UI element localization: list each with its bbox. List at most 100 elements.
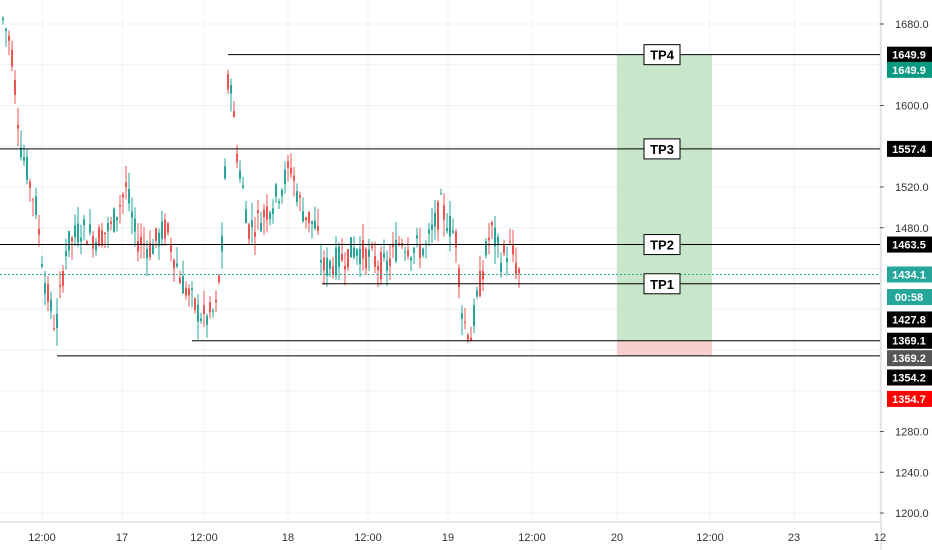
candle-body	[56, 313, 58, 329]
candle-body	[317, 226, 319, 231]
candle-body	[65, 251, 67, 257]
tp-label-box	[643, 138, 681, 160]
candle-body	[395, 239, 397, 262]
candle-body	[260, 222, 262, 232]
candle-body	[53, 328, 55, 330]
candle-body	[230, 84, 232, 94]
candle-body	[158, 232, 160, 247]
y-tick-label: 1200.0	[895, 508, 929, 520]
tp-label-tp3: TP3	[650, 142, 674, 157]
price-tag	[887, 236, 932, 253]
x-tick-label: 12:00	[354, 532, 382, 544]
candle-body	[515, 262, 517, 274]
y-tick-label: 1280.0	[895, 427, 929, 439]
y-tick-label: 1680.0	[895, 19, 929, 31]
candle-body	[467, 334, 469, 340]
candle-body	[122, 194, 124, 198]
candle-body	[338, 246, 340, 267]
candle-body	[287, 161, 289, 168]
candle-body	[116, 217, 118, 221]
candle-body	[386, 260, 388, 271]
price-tag	[887, 46, 932, 63]
x-tick-label: 12:00	[696, 532, 724, 544]
candle-body	[323, 257, 325, 271]
price-tag-label: 1354.7	[892, 394, 926, 406]
candle-body	[422, 248, 424, 256]
candle-body	[407, 249, 409, 257]
candle-body	[146, 249, 148, 259]
candle-body	[362, 240, 364, 259]
candle-body	[224, 166, 226, 179]
price-tag-label: 1427.8	[892, 314, 926, 326]
candle-body	[488, 237, 490, 241]
price-tag-label: 1649.9	[892, 50, 926, 62]
candle-body	[218, 275, 220, 282]
candle-body	[341, 253, 343, 261]
candle-body	[89, 224, 91, 233]
tp-label-tp2: TP2	[650, 238, 674, 253]
stop-zone	[617, 340, 712, 356]
y-tick-label: 1240.0	[895, 467, 929, 479]
candle-body	[458, 268, 460, 288]
candle-body	[512, 244, 514, 255]
candle-body	[368, 249, 370, 257]
candle-body	[233, 111, 235, 117]
candle-body	[437, 201, 439, 230]
candle-body	[500, 262, 502, 272]
candle-body	[212, 310, 214, 312]
candle-body	[149, 242, 151, 258]
candle-body	[380, 252, 382, 280]
candle-body	[251, 220, 253, 228]
candle-body	[290, 167, 292, 174]
candle-body	[281, 189, 283, 197]
candle-body	[476, 290, 478, 297]
candle-body	[347, 249, 349, 268]
x-tick-label: 20	[611, 532, 623, 544]
candle-body	[299, 195, 301, 198]
candle-body	[134, 218, 136, 232]
candle-body	[428, 229, 430, 234]
candle-body	[518, 268, 520, 274]
candle-body	[200, 318, 202, 321]
candle-body	[50, 299, 52, 311]
candle-body	[263, 209, 265, 218]
price-tag	[887, 289, 932, 306]
candle-body	[392, 244, 394, 248]
candle-body	[104, 232, 106, 235]
candle-body	[371, 245, 373, 248]
candle-body	[389, 258, 391, 267]
candle-body	[509, 241, 511, 243]
candle-body	[86, 241, 88, 246]
x-tick-label: 12:00	[28, 532, 56, 544]
candle-body	[35, 196, 37, 215]
y-tick-label: 1480.0	[895, 223, 929, 235]
candle-body	[152, 244, 154, 254]
x-tick-label: 12:00	[518, 532, 546, 544]
candle-body	[98, 227, 100, 247]
candle-body	[80, 237, 82, 242]
price-tag-label: 1463.5	[892, 240, 926, 252]
price-tag	[887, 61, 932, 78]
candle-body	[416, 235, 418, 239]
candle-body	[197, 304, 199, 322]
price-tag	[887, 369, 932, 386]
candle-body	[305, 217, 307, 221]
candle-body	[164, 219, 166, 239]
candle-body	[110, 221, 112, 224]
candle-body	[398, 242, 400, 244]
candle-body	[203, 305, 205, 314]
tp-label-box	[643, 273, 681, 295]
x-tick-label: 18	[282, 532, 294, 544]
candle-body	[11, 50, 13, 67]
candle-body	[8, 35, 10, 41]
candle-body	[206, 315, 208, 325]
candle-body	[419, 244, 421, 259]
candle-body	[59, 284, 61, 287]
candle-body	[32, 199, 34, 201]
candle-body	[443, 205, 445, 220]
candle-body	[440, 193, 442, 195]
candle-body	[473, 305, 475, 326]
candle-body	[470, 337, 472, 342]
candle-body	[227, 74, 229, 90]
